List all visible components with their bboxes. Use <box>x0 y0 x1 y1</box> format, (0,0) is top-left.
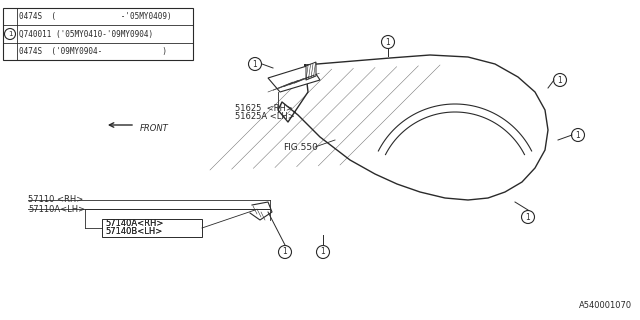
Polygon shape <box>306 62 316 80</box>
Text: 57110 <RH>: 57110 <RH> <box>28 196 83 204</box>
Text: 57140A<RH>: 57140A<RH> <box>105 220 163 228</box>
Text: 1: 1 <box>283 247 287 257</box>
Polygon shape <box>268 65 320 92</box>
Text: FIG.550: FIG.550 <box>283 142 318 151</box>
Text: 51625A <LH>: 51625A <LH> <box>235 111 295 121</box>
Text: 1: 1 <box>8 31 12 37</box>
Text: 57110A<LH>: 57110A<LH> <box>28 204 85 213</box>
Text: 0474S  (              -'05MY0409): 0474S ( -'05MY0409) <box>19 12 172 21</box>
Bar <box>102 219 202 237</box>
Text: 0474S  ('09MY0904-             ): 0474S ('09MY0904- ) <box>19 47 167 56</box>
Text: 1: 1 <box>575 131 580 140</box>
Text: 1: 1 <box>525 212 531 221</box>
Text: 1: 1 <box>253 60 257 68</box>
Text: FRONT: FRONT <box>140 124 169 132</box>
Text: 57140B<LH>: 57140B<LH> <box>105 228 163 236</box>
Text: 1: 1 <box>321 247 325 257</box>
Text: Q740011 ('05MY0410-'09MY0904): Q740011 ('05MY0410-'09MY0904) <box>19 29 153 38</box>
Text: 1: 1 <box>557 76 563 84</box>
Text: 57140B<LH>: 57140B<LH> <box>105 228 163 236</box>
Text: 1: 1 <box>386 37 390 46</box>
Bar <box>3 8 193 60</box>
Text: 51625  <RH>: 51625 <RH> <box>235 103 293 113</box>
Text: 57140A<RH>: 57140A<RH> <box>105 220 163 228</box>
Text: A540001070: A540001070 <box>579 301 632 310</box>
